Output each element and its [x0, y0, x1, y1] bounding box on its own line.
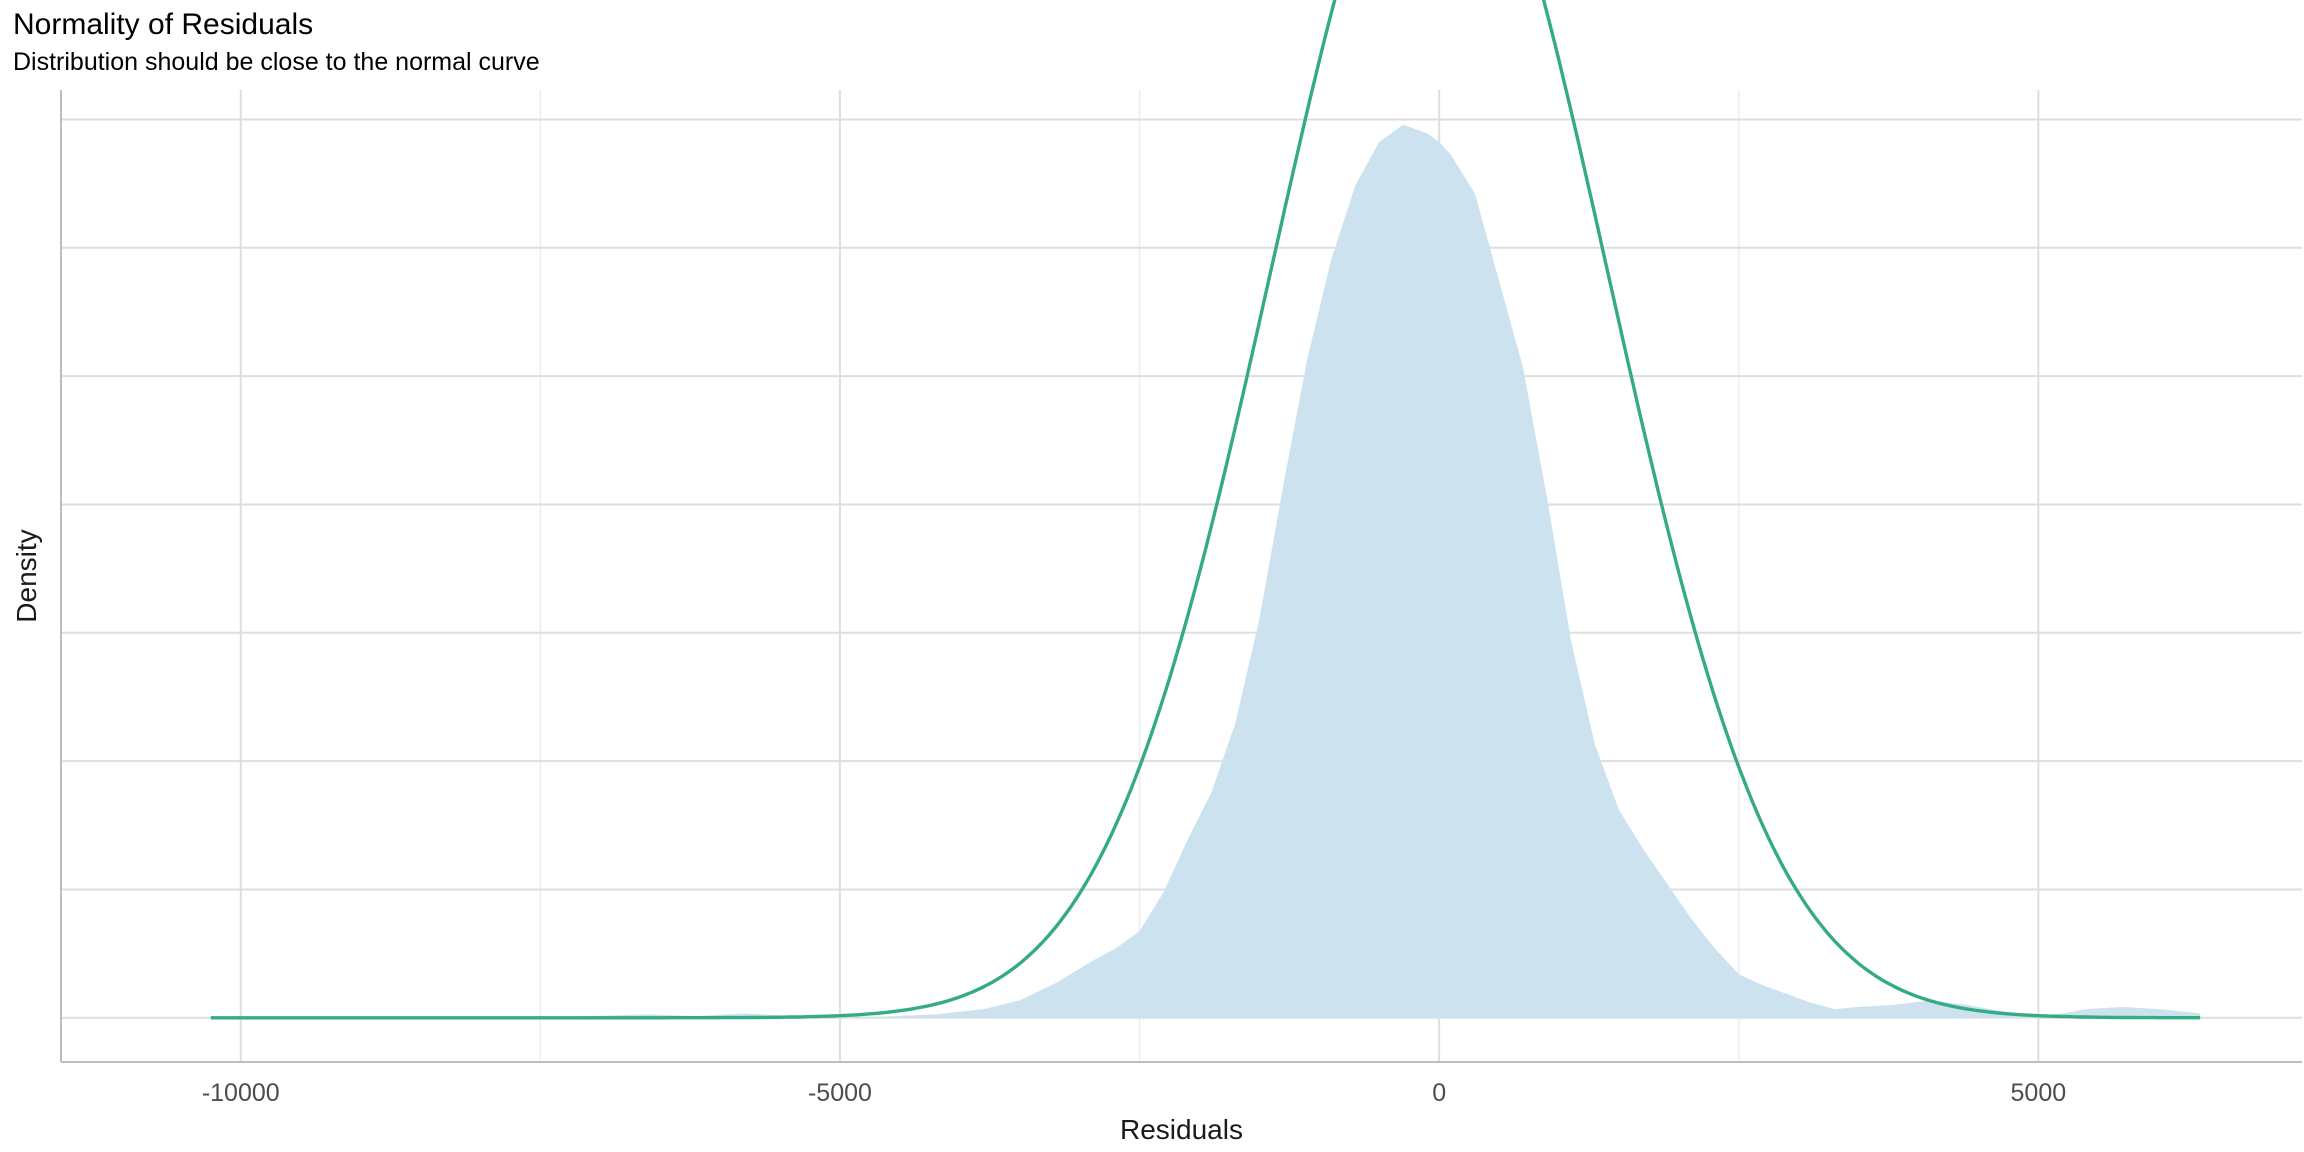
- x-tick-label: 0: [1432, 1079, 1446, 1107]
- x-tick-label: -5000: [808, 1079, 872, 1107]
- x-axis-title: Residuals: [1120, 1114, 1243, 1145]
- y-axis-title: Density: [11, 529, 42, 622]
- chart-title: Normality of Residuals: [13, 8, 314, 41]
- x-tick-label: 5000: [2011, 1079, 2067, 1107]
- x-axis-ticks: -10000 -5000 0 5000: [202, 1079, 2066, 1107]
- chart-subtitle: Distribution should be close to the norm…: [13, 48, 540, 76]
- normal-curve-line: [210, 0, 2201, 1020]
- x-tick-label: -10000: [202, 1079, 280, 1107]
- density-area: [210, 124, 2201, 1018]
